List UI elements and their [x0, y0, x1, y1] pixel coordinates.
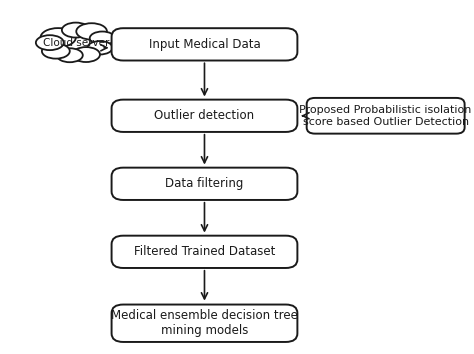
Ellipse shape — [36, 35, 64, 50]
Ellipse shape — [90, 32, 115, 45]
FancyBboxPatch shape — [307, 98, 465, 134]
Text: Medical ensemble decision tree
mining models: Medical ensemble decision tree mining mo… — [111, 309, 298, 337]
Text: Input Medical Data: Input Medical Data — [149, 38, 260, 51]
FancyBboxPatch shape — [111, 99, 297, 132]
Text: Filtered Trained Dataset: Filtered Trained Dataset — [134, 245, 275, 258]
FancyBboxPatch shape — [111, 236, 297, 268]
Ellipse shape — [76, 23, 107, 40]
Text: Outlier detection: Outlier detection — [155, 109, 255, 122]
Ellipse shape — [57, 48, 83, 62]
Ellipse shape — [62, 23, 90, 38]
FancyBboxPatch shape — [111, 28, 297, 61]
Ellipse shape — [87, 41, 112, 55]
FancyBboxPatch shape — [111, 168, 297, 200]
FancyBboxPatch shape — [111, 304, 297, 342]
Text: Data filtering: Data filtering — [165, 177, 244, 190]
Ellipse shape — [42, 44, 70, 59]
Ellipse shape — [40, 28, 76, 47]
Text: Proposed Probabilistic isolation
score based Outlier Detection: Proposed Probabilistic isolation score b… — [300, 105, 472, 127]
Ellipse shape — [72, 47, 100, 62]
Text: Cloud server: Cloud server — [43, 38, 109, 48]
